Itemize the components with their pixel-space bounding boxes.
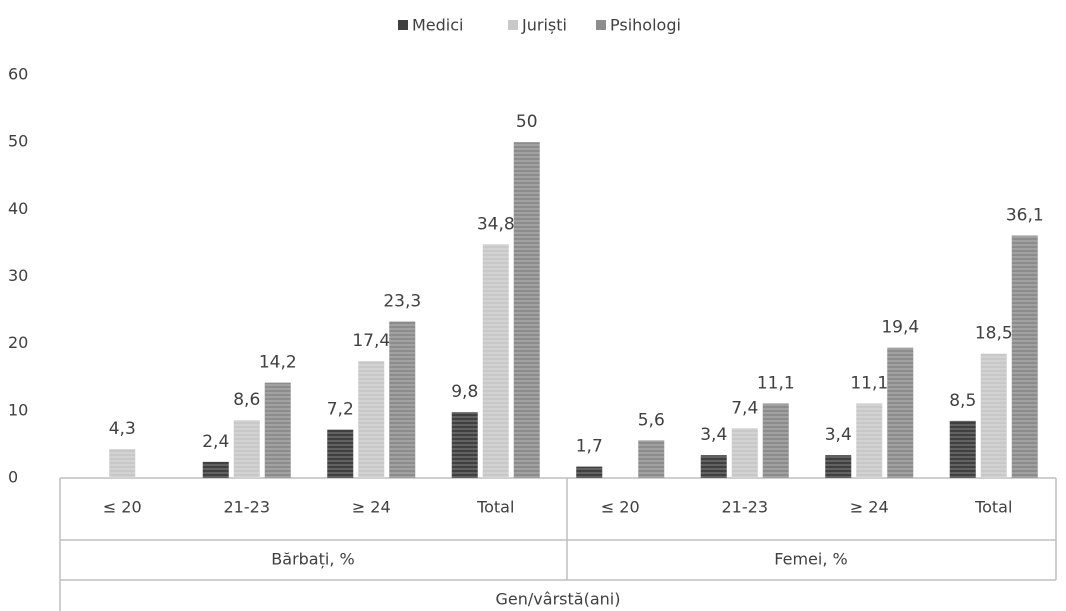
bar-texture bbox=[949, 420, 976, 478]
bar-texture bbox=[700, 455, 727, 478]
bar-texture bbox=[980, 353, 1007, 478]
y-tick-label: 60 bbox=[8, 65, 28, 84]
bar-texture bbox=[358, 361, 385, 478]
value-label: 11,1 bbox=[850, 373, 888, 393]
bar-texture bbox=[1011, 235, 1038, 478]
y-tick-label: 20 bbox=[8, 333, 28, 352]
value-label: 11,1 bbox=[757, 373, 795, 393]
bar-texture bbox=[825, 455, 852, 478]
value-label: 23,3 bbox=[383, 292, 421, 312]
bar-texture bbox=[264, 382, 291, 478]
legend-swatch bbox=[398, 20, 408, 30]
y-tick-label: 0 bbox=[8, 468, 18, 487]
bar-texture bbox=[327, 429, 354, 478]
value-label: 18,5 bbox=[975, 324, 1013, 344]
legend-label: Psihologi bbox=[610, 16, 681, 35]
y-tick-label: 40 bbox=[8, 199, 28, 218]
legend-swatch bbox=[596, 20, 606, 30]
bar-texture bbox=[513, 142, 540, 478]
value-label: 19,4 bbox=[881, 318, 919, 338]
bar-texture bbox=[389, 321, 416, 478]
x-tick-label: ≤ 20 bbox=[601, 498, 640, 517]
bar-texture bbox=[233, 420, 260, 478]
value-label: 1,7 bbox=[576, 437, 603, 457]
x-tick-label: Total bbox=[974, 498, 1012, 517]
axis-title: Gen/vârstă(ani) bbox=[496, 590, 621, 609]
legend-swatch bbox=[508, 20, 518, 30]
value-label: 8,5 bbox=[949, 391, 976, 411]
x-tick-label: ≥ 24 bbox=[850, 498, 889, 517]
bar-texture bbox=[202, 461, 229, 478]
value-label: 50 bbox=[516, 112, 538, 132]
y-tick-label: 30 bbox=[8, 266, 28, 285]
value-label: 34,8 bbox=[477, 214, 515, 234]
value-label: 4,3 bbox=[109, 419, 136, 439]
x-tick-label: ≥ 24 bbox=[352, 498, 391, 517]
bar-texture bbox=[638, 440, 665, 478]
value-label: 8,6 bbox=[233, 390, 260, 410]
group-label: Femei, % bbox=[774, 550, 847, 569]
group-label: Bărbați, % bbox=[271, 550, 354, 569]
bar-texture bbox=[887, 347, 914, 478]
value-label: 7,2 bbox=[327, 400, 354, 420]
legend-label: Juriști bbox=[521, 16, 567, 35]
bar-texture bbox=[482, 244, 509, 478]
x-tick-label: Total bbox=[476, 498, 514, 517]
bar-texture bbox=[576, 466, 603, 478]
value-label: 17,4 bbox=[352, 331, 390, 351]
legend-label: Medici bbox=[412, 16, 464, 35]
value-label: 5,6 bbox=[638, 410, 665, 430]
x-tick-label: 21-23 bbox=[224, 498, 271, 517]
bar-texture bbox=[731, 428, 758, 478]
x-tick-label: ≤ 20 bbox=[103, 498, 142, 517]
value-label: 14,2 bbox=[259, 353, 297, 373]
value-label: 9,8 bbox=[451, 382, 478, 402]
value-label: 36,1 bbox=[1006, 206, 1044, 226]
value-label: 3,4 bbox=[700, 425, 727, 445]
y-tick-label: 10 bbox=[8, 400, 28, 419]
x-tick-label: 21-23 bbox=[722, 498, 769, 517]
bar-texture bbox=[762, 403, 789, 478]
bar-texture bbox=[451, 412, 478, 478]
value-label: 2,4 bbox=[202, 432, 229, 452]
value-label: 3,4 bbox=[825, 425, 852, 445]
bar-texture bbox=[856, 403, 883, 478]
bar-texture bbox=[109, 449, 136, 478]
y-tick-label: 50 bbox=[8, 132, 28, 151]
value-label: 7,4 bbox=[731, 398, 758, 418]
